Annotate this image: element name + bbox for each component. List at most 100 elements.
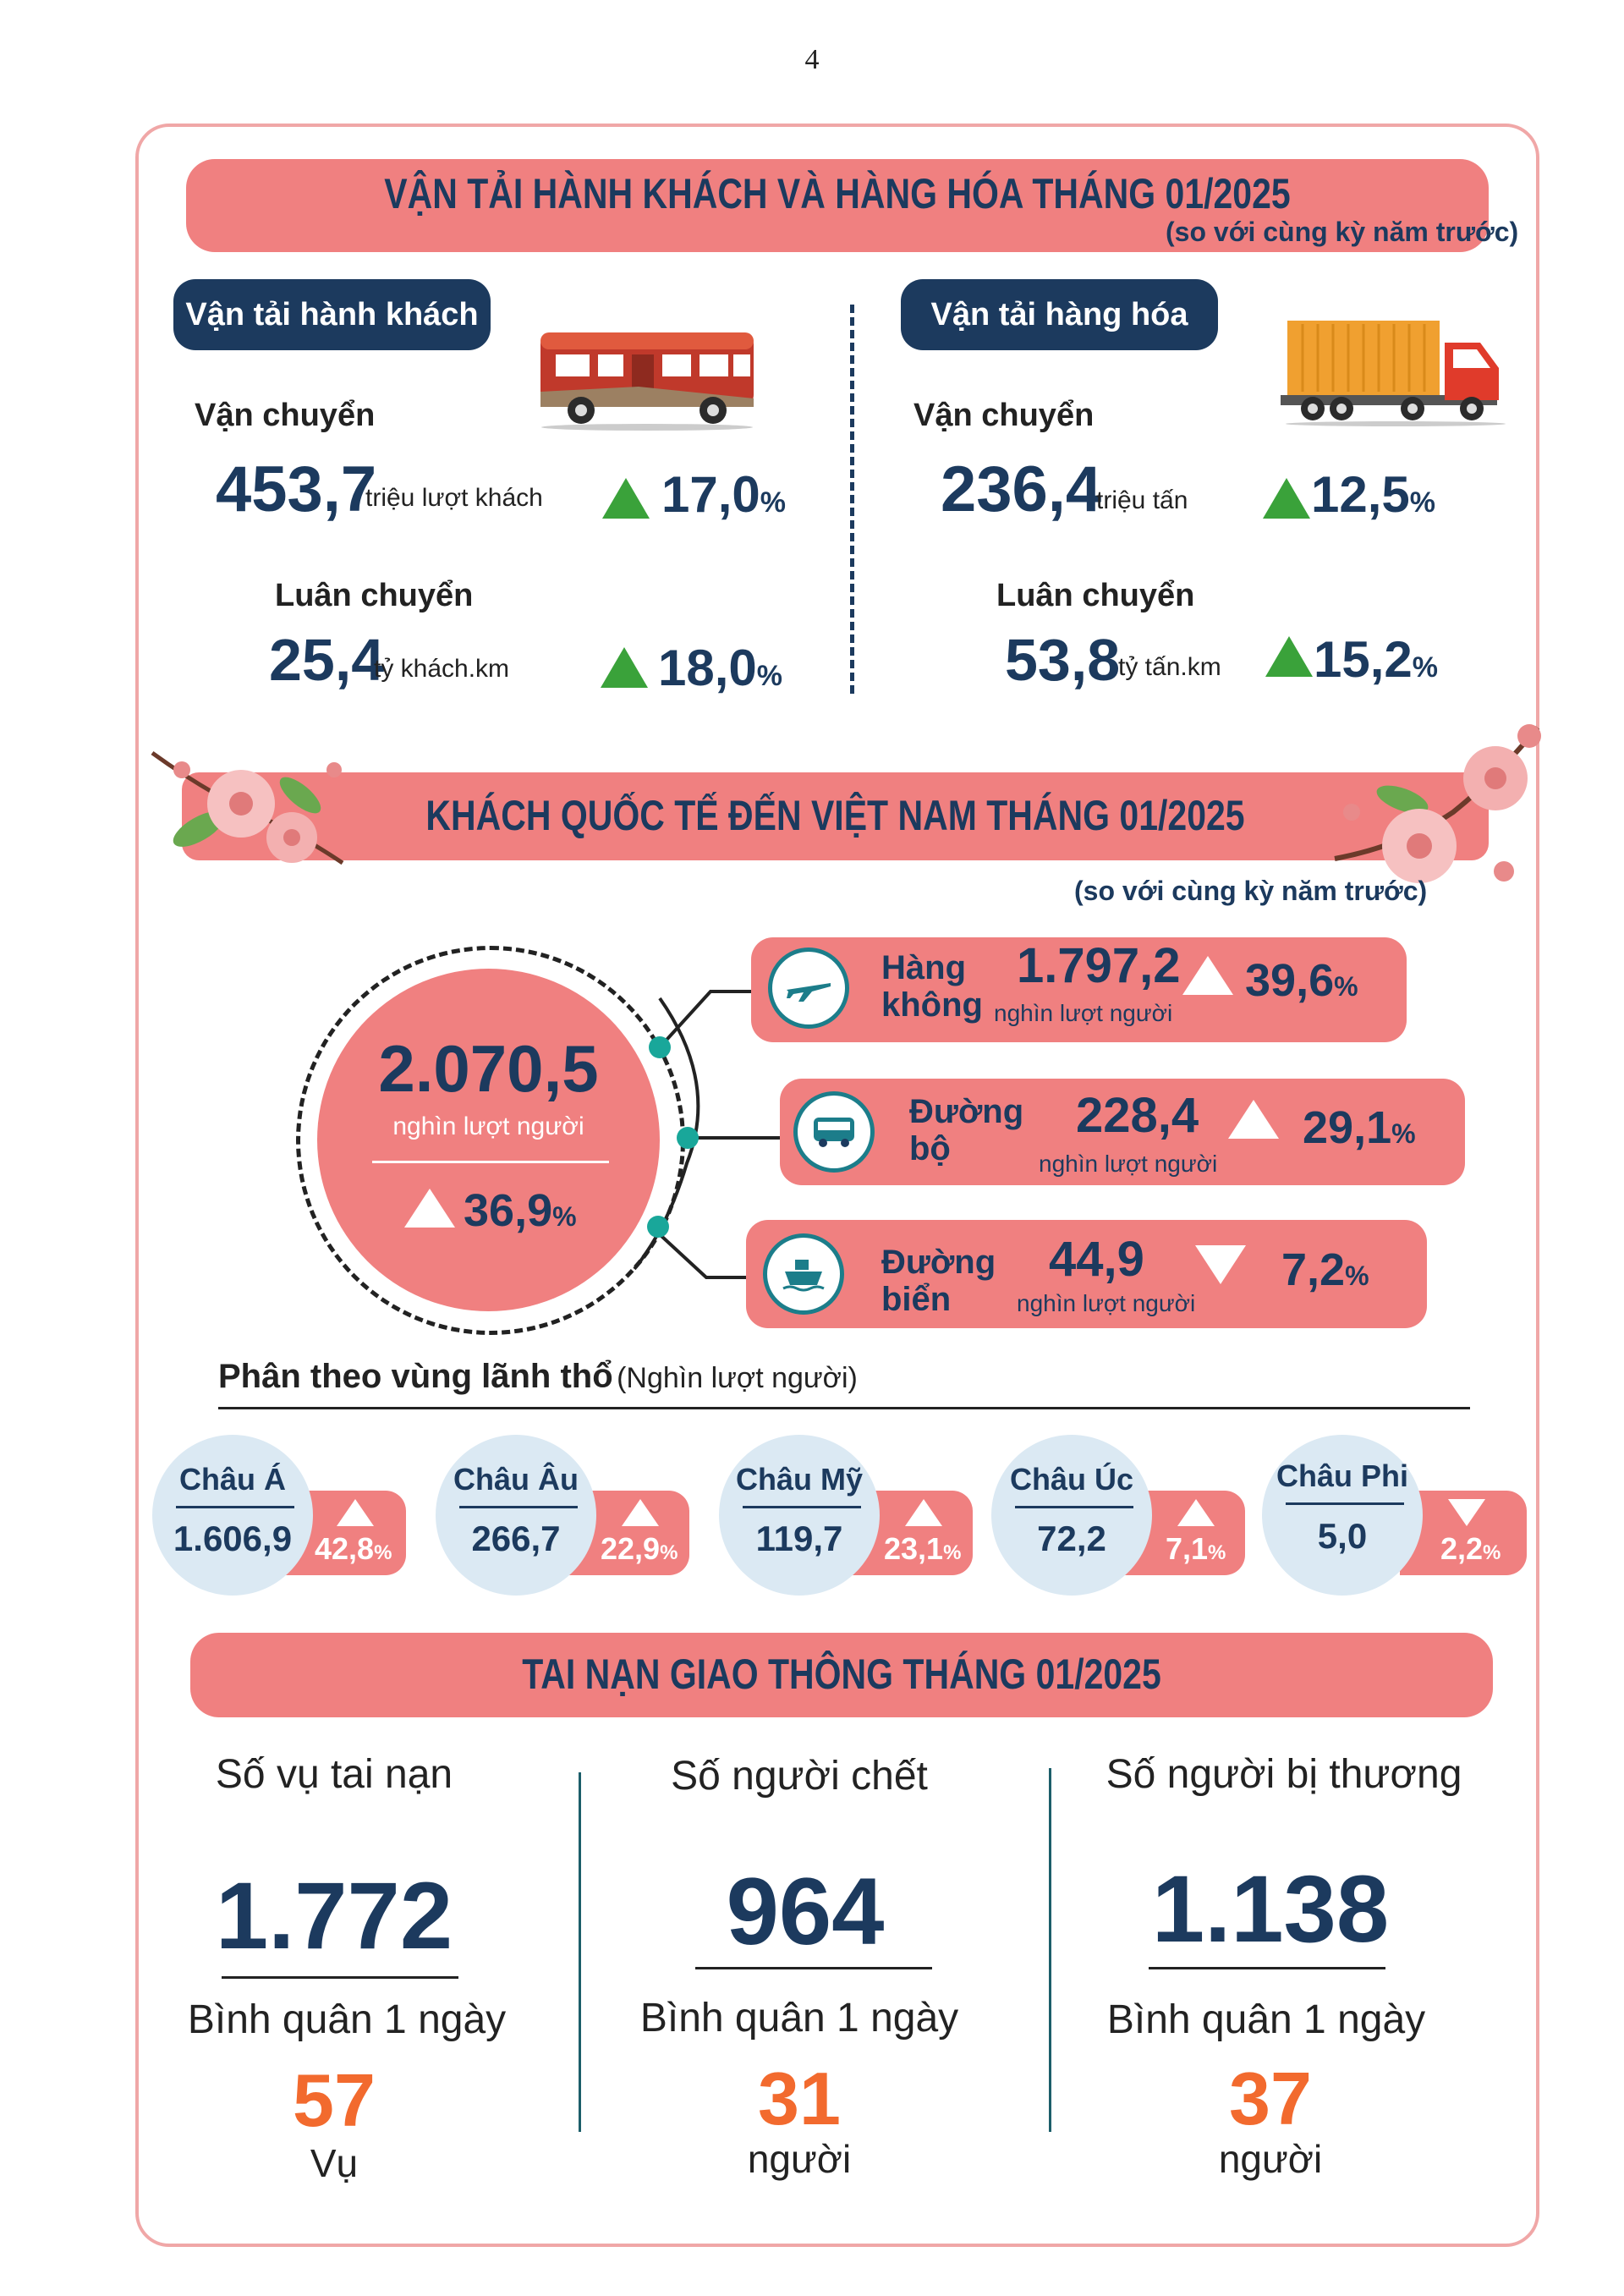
mode-sea-name: Đường biển — [881, 1244, 996, 1318]
accident-count-avg: 57 — [293, 2058, 376, 2142]
region-europe-up-icon — [622, 1499, 659, 1526]
mode-sea-value: 44,9 — [1049, 1232, 1144, 1287]
accidents-divider-2 — [1049, 1768, 1051, 2132]
total-value: 2.070,5 — [378, 1031, 599, 1106]
cargo-rotate-label: Luân chuyển — [996, 578, 1195, 613]
region-heading-rule — [218, 1407, 1470, 1409]
transport-divider — [850, 305, 854, 694]
region-america-circle — [719, 1435, 880, 1596]
mode-sea-down-icon — [1195, 1245, 1246, 1284]
passenger-carry-pct: 17,0% — [661, 466, 787, 523]
passenger-rotate-up-icon — [601, 647, 648, 688]
deaths-unit: người — [747, 2137, 852, 2181]
mode-sea-pct: 7,2% — [1281, 1244, 1369, 1295]
region-africa-circle — [1262, 1435, 1423, 1596]
region-america-up-icon — [905, 1499, 942, 1526]
total-up-icon — [404, 1189, 455, 1228]
mode-road-name: Đường bộ — [909, 1093, 1024, 1167]
region-asia-rule — [176, 1506, 294, 1508]
region-europe-pct: 22,9% — [601, 1531, 678, 1566]
injured-unit: người — [1218, 2137, 1323, 2181]
page-frame — [135, 124, 1539, 2247]
region-europe-rule — [459, 1506, 578, 1508]
cargo-carry-label: Vận chuyển — [914, 398, 1095, 433]
transport-subtitle: (so với cùng kỳ năm trước) — [1166, 217, 1519, 247]
bus-illustration — [540, 332, 754, 431]
cargo-carry-up-icon — [1263, 478, 1310, 519]
injured-avg-label: Bình quân 1 ngày — [1106, 1997, 1426, 2042]
region-africa-value: 5,0 — [1317, 1516, 1368, 1556]
region-oceania-name: Châu Úc — [1009, 1462, 1134, 1497]
injured-heading: Số người bị thương — [1106, 1752, 1462, 1797]
region-america-rule — [743, 1506, 861, 1508]
passenger-rotate-unit: tỷ khách.km — [374, 655, 510, 683]
passenger-rotate-label: Luân chuyển — [275, 578, 474, 613]
region-heading: Phân theo vùng lãnh thổ (Nghìn lượt ngườ… — [218, 1358, 858, 1395]
mode-air-unit: nghìn lượt người — [994, 1000, 1173, 1026]
mode-road-value: 228,4 — [1076, 1088, 1199, 1143]
passenger-pill: Vận tải hành khách — [173, 279, 491, 350]
visitors-title: KHÁCH QUỐC TẾ ĐẾN VIỆT NAM THÁNG 01/2025 — [425, 792, 1245, 839]
cargo-rotate-value: 53,8 — [1005, 627, 1121, 693]
accident-count-unit: Vụ — [310, 2141, 359, 2185]
region-africa-pct: 2,2% — [1440, 1531, 1501, 1566]
mode-road-card — [780, 1079, 1465, 1185]
injured-avg: 37 — [1229, 2057, 1312, 2140]
mode-air-up-icon — [1182, 956, 1233, 995]
cargo-pill: Vận tải hàng hóa — [901, 279, 1218, 350]
region-america-name: Châu Mỹ — [735, 1462, 863, 1497]
visitors-banner — [182, 772, 1489, 860]
region-asia-value: 1.606,9 — [173, 1519, 293, 1558]
region-oceania-value: 72,2 — [1037, 1519, 1106, 1558]
region-asia-pct: 42,8% — [315, 1531, 392, 1566]
region-africa-name: Châu Phi — [1276, 1458, 1408, 1493]
airplane-icon — [768, 948, 849, 1029]
cargo-carry-unit: triệu tấn — [1096, 486, 1188, 514]
accident-count-value: 1.772 — [215, 1863, 453, 1969]
passenger-carry-up-icon — [602, 478, 650, 519]
region-europe-name: Châu Âu — [453, 1462, 579, 1497]
passenger-rotate-pct: 18,0% — [658, 640, 783, 696]
region-america-pct: 23,1% — [884, 1531, 962, 1566]
connector-dot-sea — [647, 1216, 669, 1238]
page-number: 4 — [804, 44, 820, 75]
region-oceania-rule — [1015, 1506, 1133, 1508]
total-unit: nghìn lượt người — [392, 1112, 584, 1140]
region-oceania-pct: 7,1% — [1166, 1531, 1226, 1566]
mode-road-up-icon — [1228, 1100, 1279, 1139]
region-asia-up-icon — [337, 1499, 374, 1526]
total-pct: 36,9% — [464, 1185, 577, 1236]
cargo-rotate-unit: tỷ tấn.km — [1118, 653, 1221, 681]
accidents-title: TAI NẠN GIAO THÔNG THÁNG 01/2025 — [522, 1651, 1161, 1698]
deaths-avg-label: Bình quân 1 ngày — [639, 1996, 959, 2041]
connector-dot-road — [677, 1127, 699, 1149]
passenger-rotate-value: 25,4 — [269, 627, 385, 693]
accident-count-avg-label: Bình quân 1 ngày — [187, 1997, 507, 2042]
blossom-right-decoration — [1334, 724, 1541, 883]
bus-icon — [793, 1091, 875, 1173]
cargo-carry-value: 236,4 — [941, 453, 1102, 525]
accident-count-rule — [222, 1976, 458, 1979]
accidents-banner — [190, 1633, 1493, 1717]
accident-count-heading: Số vụ tai nạn — [215, 1752, 453, 1797]
region-america-value: 119,7 — [755, 1519, 843, 1558]
mode-sea-card — [746, 1220, 1427, 1328]
ship-icon — [763, 1233, 844, 1315]
visitors-subtitle: (so với cùng kỳ năm trước) — [1074, 876, 1428, 906]
blossom-left-decoration — [151, 750, 344, 865]
mode-air-card — [751, 937, 1407, 1042]
mode-road-pct: 29,1% — [1303, 1102, 1416, 1153]
total-rule — [372, 1161, 609, 1163]
transport-title: VẬN TẢI HÀNH KHÁCH VÀ HÀNG HÓA THÁNG 01/… — [384, 170, 1291, 217]
deaths-rule — [695, 1967, 932, 1969]
region-europe-circle — [436, 1435, 596, 1596]
mode-air-name: Hàng không — [881, 949, 983, 1024]
cargo-carry-pct: 12,5% — [1311, 466, 1436, 523]
region-oceania-circle — [991, 1435, 1152, 1596]
region-europe-value: 266,7 — [471, 1519, 561, 1558]
truck-illustration — [1281, 321, 1506, 426]
mode-sea-unit: nghìn lượt người — [1017, 1290, 1196, 1316]
cargo-rotate-pct: 15,2% — [1314, 631, 1439, 688]
deaths-avg: 31 — [758, 2057, 841, 2140]
accidents-divider-1 — [579, 1772, 581, 2132]
